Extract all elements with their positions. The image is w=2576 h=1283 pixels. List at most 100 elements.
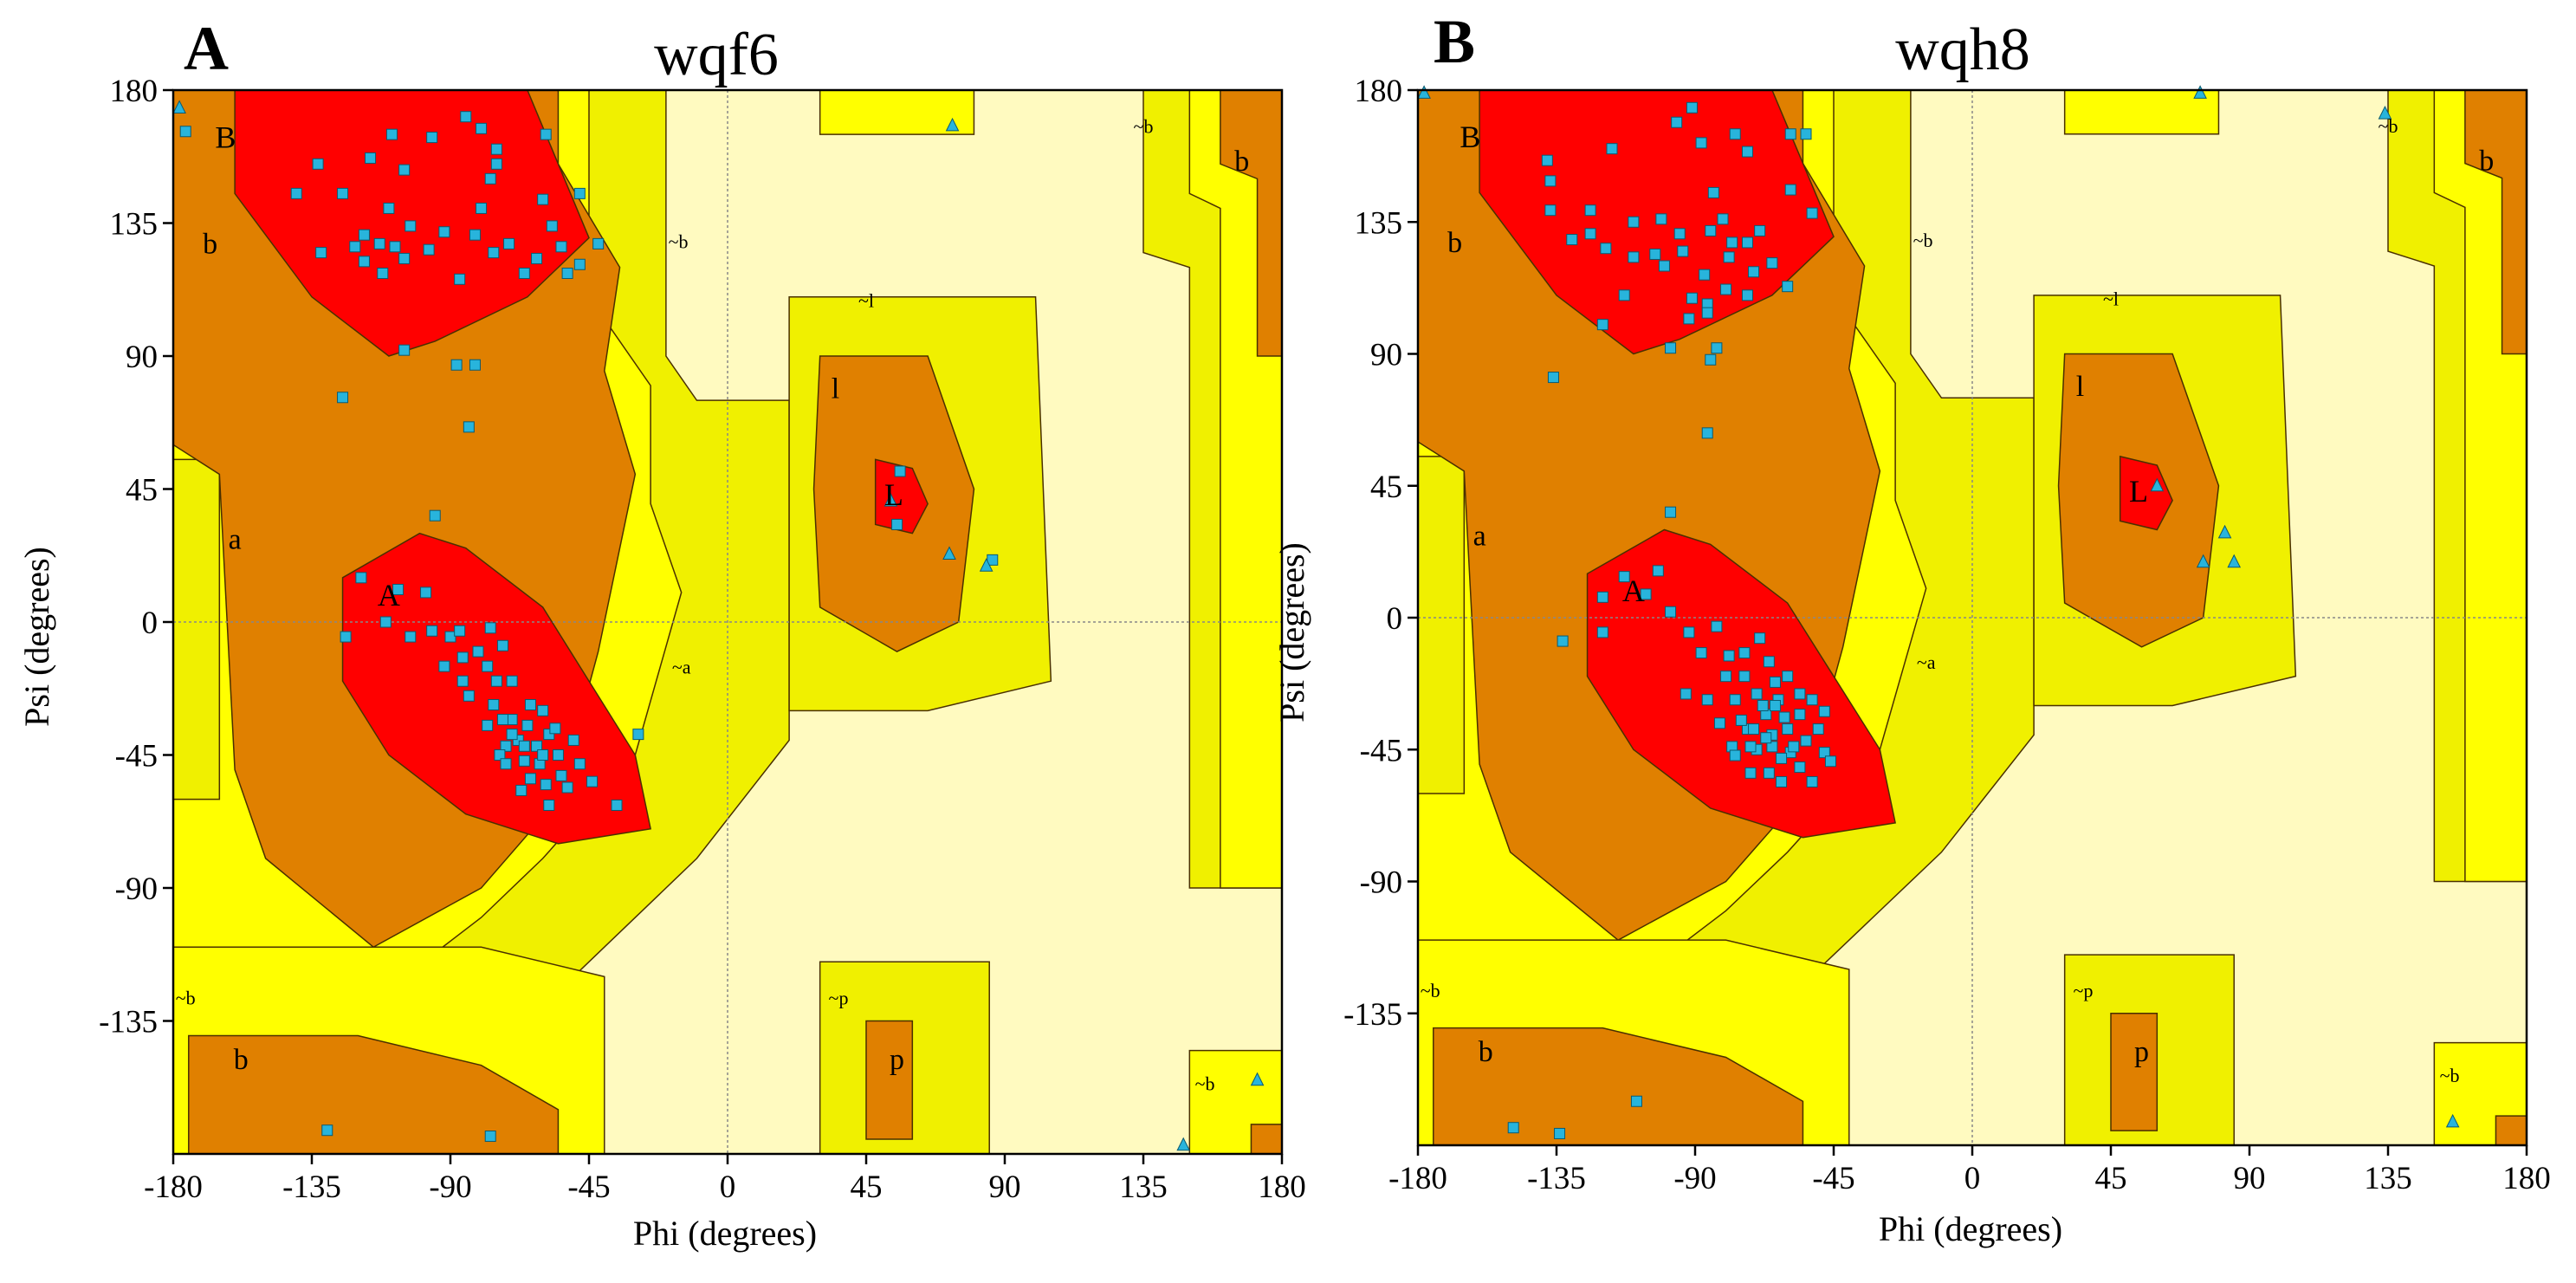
region-label: A <box>1622 573 1645 608</box>
x-tick-label: 45 <box>851 1170 883 1205</box>
residue-point <box>365 152 377 164</box>
residue-point <box>555 241 567 253</box>
y-axis-title-a: Psi (degrees) <box>17 547 56 727</box>
residue-point <box>537 193 549 205</box>
residue-point <box>488 699 500 711</box>
residue-point <box>592 237 605 249</box>
residue-point <box>1683 313 1695 325</box>
residue-point <box>1596 591 1608 603</box>
x-tick-label: -45 <box>1812 1161 1854 1196</box>
y-axis-title-b: Psi (degrees) <box>1272 542 1311 722</box>
residue-point <box>1686 292 1698 304</box>
y-tick-label: -90 <box>115 872 158 907</box>
panel-a: Bb a A ~b ~a ~l l L ~b b ~b b ~p p ~b -180 -135 -90 -45 0 4… <box>17 14 1306 1253</box>
residue-point <box>179 126 191 138</box>
residue-point <box>1699 269 1711 281</box>
y-tick-label: 90 <box>1370 338 1402 373</box>
residue-point <box>518 755 530 767</box>
residue-point <box>1680 688 1692 700</box>
glycine-point <box>172 100 186 113</box>
residue-point <box>1766 741 1778 753</box>
residue-point <box>321 1124 333 1137</box>
residue-point <box>1600 243 1612 255</box>
region-label: B <box>1460 120 1480 154</box>
residue-point <box>506 675 518 687</box>
residue-point <box>484 172 496 185</box>
residue-point <box>420 586 432 599</box>
residue-point <box>373 237 385 249</box>
glycine-point <box>2227 554 2242 568</box>
y-tick-label: 180 <box>1355 74 1403 109</box>
panel-letter-a: A <box>184 14 229 83</box>
residue-point <box>358 229 370 241</box>
region-label: l <box>2076 371 2084 403</box>
x-tick-label: 45 <box>2095 1161 2127 1196</box>
region-label: b <box>234 1044 249 1076</box>
residue-point <box>484 1131 496 1143</box>
residue-point <box>490 143 502 155</box>
residue-point <box>405 220 417 232</box>
residue-point <box>1794 709 1806 721</box>
residue-point <box>1658 260 1670 272</box>
residue-point <box>355 572 367 584</box>
gridlines-b <box>1418 90 2527 1145</box>
residue-point <box>1818 747 1830 759</box>
residue-point <box>454 273 466 285</box>
region-label: A <box>378 578 400 612</box>
residue-point <box>496 639 508 651</box>
region-labels-a: Bb a A ~b ~a ~l l L ~b b ~b b ~p p ~b <box>176 115 1250 1094</box>
y-tick-label: -90 <box>1360 865 1402 901</box>
plot-title-a: wqf6 <box>654 22 779 88</box>
region-shape <box>2110 1013 2159 1131</box>
residue-point <box>340 631 352 643</box>
residue-point <box>1782 723 1794 735</box>
glycine-point <box>1250 1072 1265 1086</box>
residue-point <box>488 247 500 259</box>
residue-point <box>537 704 549 716</box>
y-tick-label: -45 <box>1360 733 1402 768</box>
region-label: L <box>2129 474 2148 509</box>
residue-point <box>1544 204 1557 217</box>
plot-title-b: wqh8 <box>1895 16 2030 83</box>
region-label: ~b <box>176 988 196 1009</box>
residue-point <box>521 719 534 731</box>
residue-point <box>405 631 417 643</box>
residue-point <box>379 616 392 628</box>
residue-point <box>1776 752 1788 764</box>
residue-point <box>1748 723 1760 735</box>
region-label: ~b <box>2440 1065 2460 1086</box>
residue-point <box>1701 307 1713 319</box>
residue-point <box>1794 761 1806 774</box>
x-axis-title-a: Phi (degrees) <box>633 1214 817 1253</box>
residue-point <box>1738 647 1751 659</box>
residue-point <box>426 625 438 637</box>
region-shape <box>865 1020 914 1140</box>
residue-point <box>1717 213 1729 225</box>
region-label: l <box>832 373 839 405</box>
residue-point <box>1720 671 1732 683</box>
residue-point <box>1812 723 1824 735</box>
residue-point <box>476 122 488 134</box>
residue-point <box>537 749 549 761</box>
region-shape <box>1586 528 1897 839</box>
y-tick-label: 135 <box>1355 205 1403 241</box>
residue-point <box>1596 626 1608 638</box>
residue-point <box>496 714 508 726</box>
residue-point <box>1705 353 1717 366</box>
region-label: p <box>2134 1036 2149 1068</box>
residue-point <box>337 392 349 404</box>
region-label: b <box>1447 227 1462 259</box>
residue-point <box>429 509 441 522</box>
residue-point <box>383 202 395 214</box>
residue-point <box>1763 656 1775 668</box>
y-tick-label: 90 <box>126 340 158 375</box>
residue-point <box>1701 694 1713 706</box>
residue-point <box>469 229 481 241</box>
residue-point <box>392 583 405 595</box>
residue-point <box>518 740 530 752</box>
residue-point <box>531 252 543 264</box>
region-labels-b: Bb a A ~b ~a ~l l L ~b b ~b b ~p p ~b <box>1421 115 2495 1086</box>
region-label: ~b <box>1195 1073 1215 1095</box>
residue-point <box>1557 635 1569 647</box>
residue-point <box>1652 565 1664 577</box>
